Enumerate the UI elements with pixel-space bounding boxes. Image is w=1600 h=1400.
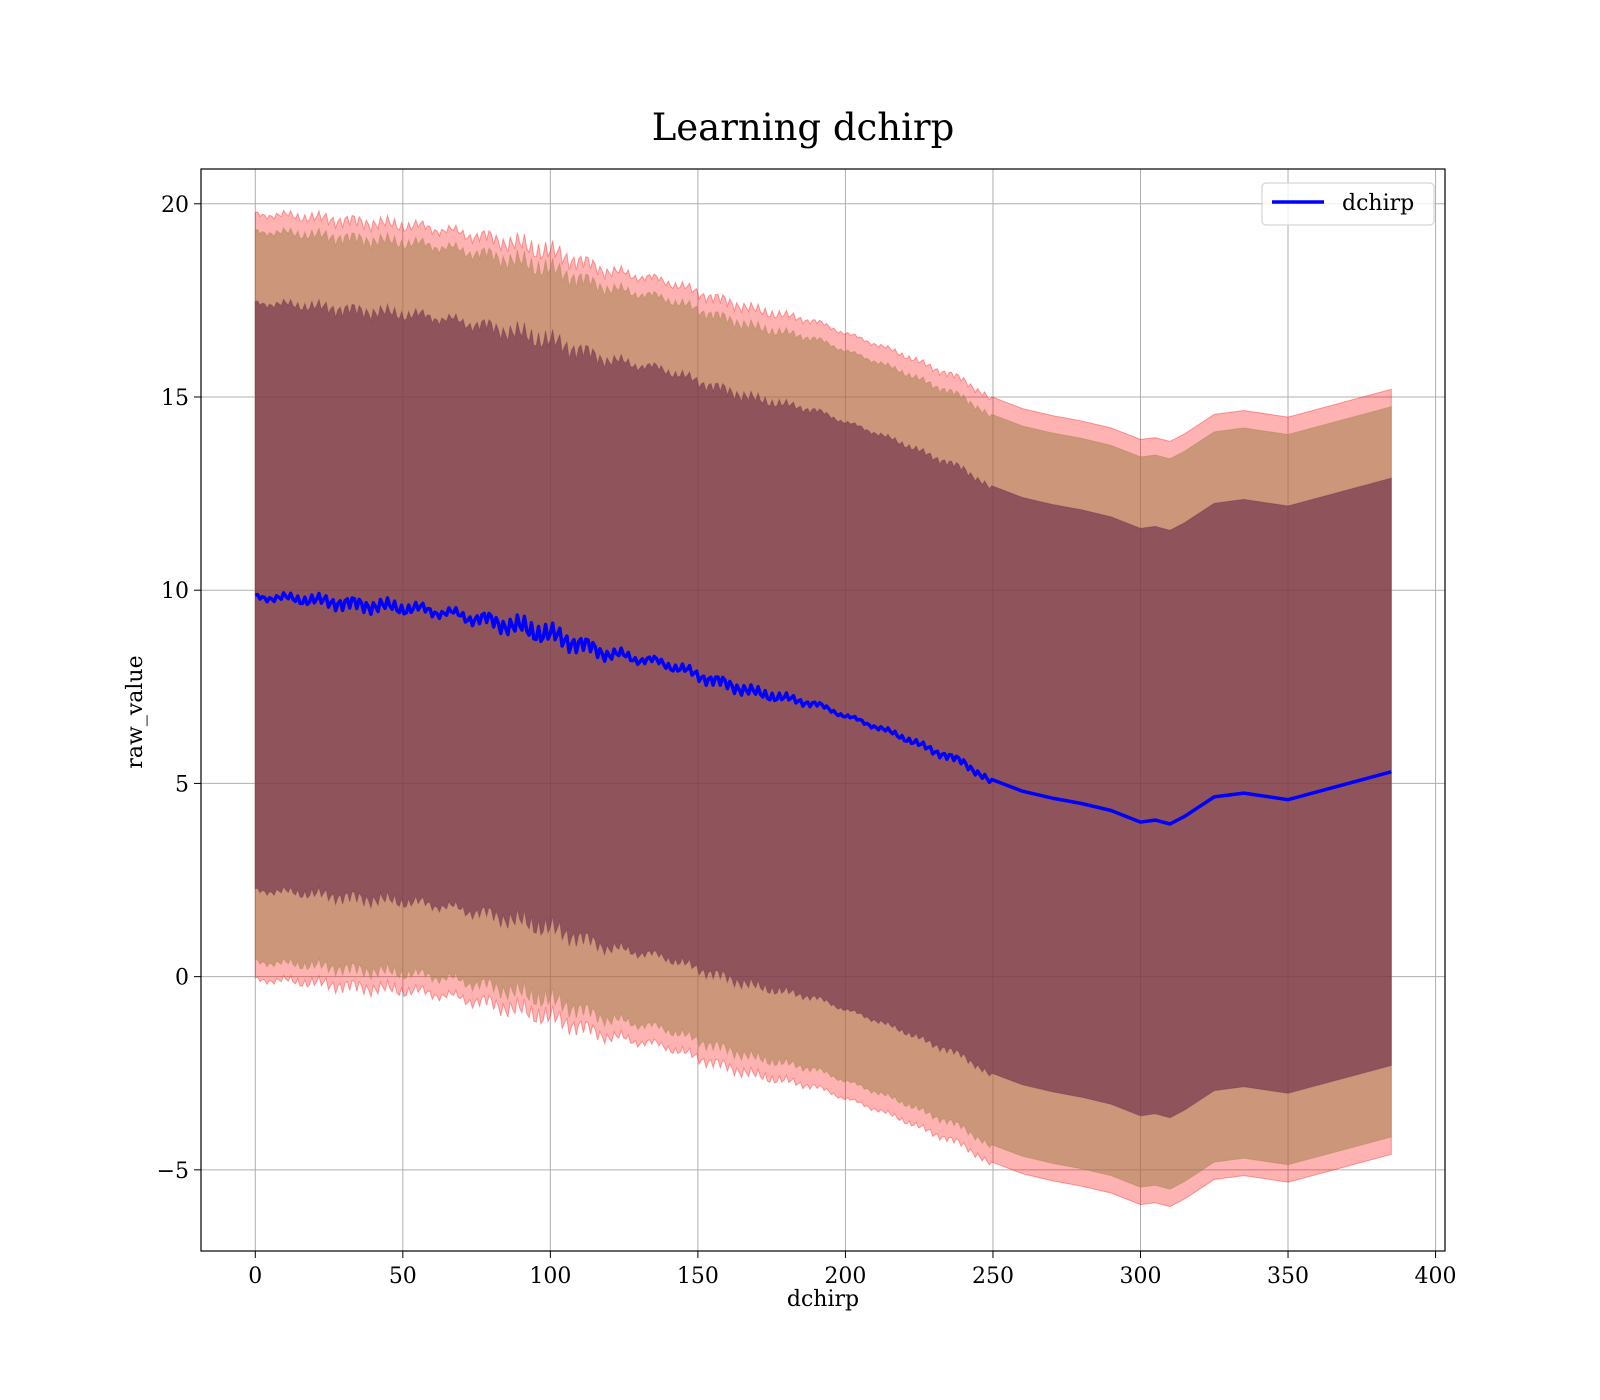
x-tick-label: 100: [529, 1264, 571, 1289]
x-axis-title: dchirp: [787, 1287, 859, 1312]
plot-frame: [200, 168, 1446, 1252]
x-tick-label: 300: [1119, 1264, 1161, 1289]
x-tick-label: 150: [677, 1264, 719, 1289]
y-tick-label: 10: [161, 579, 189, 604]
x-tick-label: 200: [824, 1264, 866, 1289]
y-axis-ticks: −5 0 5 10 15 20: [157, 193, 201, 1184]
y-tick-label: −5: [157, 1159, 189, 1184]
x-tick-label: 250: [972, 1264, 1014, 1289]
x-tick-label: 400: [1415, 1264, 1457, 1289]
y-tick-label: 5: [175, 772, 189, 797]
legend-label-dchirp: dchirp: [1342, 191, 1414, 216]
x-tick-label: 0: [248, 1264, 262, 1289]
series-lines: [254, 591, 1392, 826]
y-axis-title: raw_value: [123, 655, 148, 768]
legend-box: [1261, 182, 1435, 226]
chart-title: Learning dchirp: [652, 106, 955, 149]
x-tick-label: 350: [1267, 1264, 1309, 1289]
y-tick-label: 20: [161, 193, 189, 218]
x-tick-label: 50: [389, 1264, 417, 1289]
legend: dchirp: [1261, 182, 1435, 226]
y-tick-label: 0: [175, 966, 189, 991]
series-line-dchirp: [254, 591, 1392, 826]
x-axis-ticks: 0 50 100 150 200 250 300 350 400: [248, 1251, 1457, 1289]
y-tick-label: 15: [161, 386, 189, 411]
